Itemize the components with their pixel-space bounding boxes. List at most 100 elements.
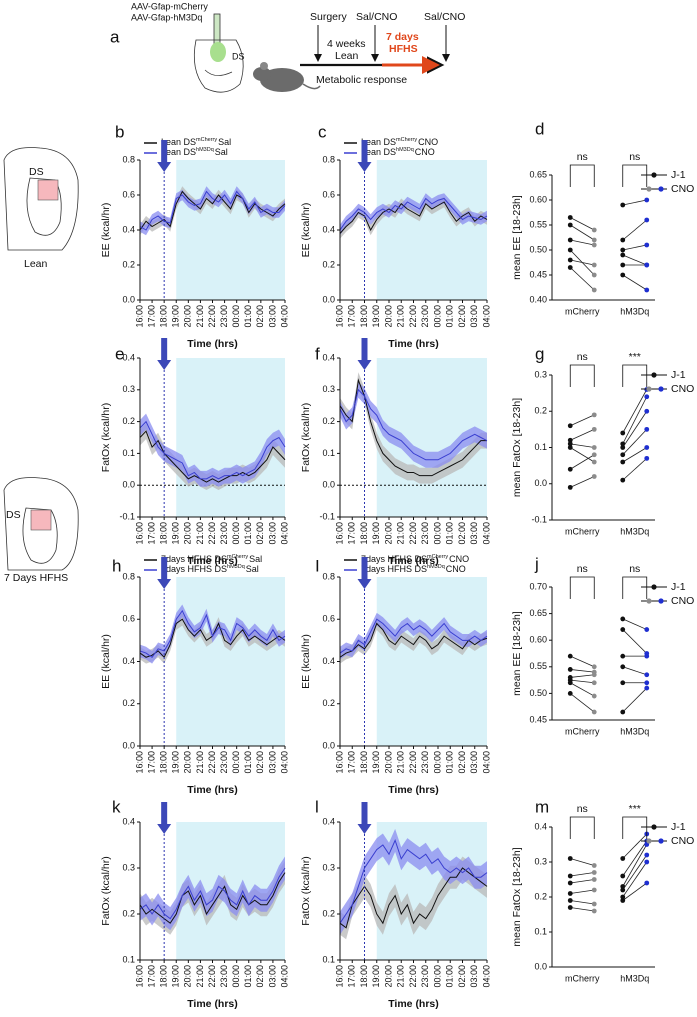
y-tick-label: 0.2 xyxy=(322,908,335,918)
dot xyxy=(620,664,626,670)
panel-label: h xyxy=(112,556,121,575)
dot xyxy=(591,227,597,233)
mean-line xyxy=(139,190,286,231)
x-tick-label: 17:00 xyxy=(347,305,357,328)
y-tick-label: 0.0 xyxy=(322,294,335,304)
y-tick-label: 0.60 xyxy=(529,635,547,645)
pair-line xyxy=(622,274,647,291)
x-tick-label: 23:00 xyxy=(219,305,229,328)
x-tick-label: 02:00 xyxy=(255,305,265,328)
x-tick-label: 23:00 xyxy=(219,965,229,988)
legend-dot xyxy=(651,584,657,590)
x-tick-label: 17:00 xyxy=(347,751,357,774)
x-tick-label: 00:00 xyxy=(231,751,241,774)
panel-label: d xyxy=(535,119,544,138)
legend-dot xyxy=(646,186,652,192)
dot xyxy=(591,237,597,243)
pair-line xyxy=(570,454,595,470)
x-tick-label: 21:00 xyxy=(396,751,406,774)
significance-label: *** xyxy=(629,803,641,815)
y-axis-label: mean EE [18-23h] xyxy=(511,195,523,280)
dot xyxy=(591,242,597,248)
y-tick-label: 0.4 xyxy=(322,816,335,826)
x-tick-label: 18:00 xyxy=(159,751,169,774)
x-tick-label: mCherry xyxy=(565,973,600,983)
x-tick-label: 03:00 xyxy=(469,751,479,774)
readout-label: Metabolic response xyxy=(316,74,407,86)
y-tick-label: 0.40 xyxy=(529,294,547,304)
y-tick-label: 0.2 xyxy=(322,416,335,426)
condition-label: 7 Days HFHS xyxy=(4,572,68,584)
legend-dot xyxy=(658,186,664,192)
x-tick-label: 22:00 xyxy=(207,965,217,988)
dot xyxy=(591,262,597,268)
error-band xyxy=(340,193,487,236)
dot xyxy=(620,616,626,622)
mean-line xyxy=(339,388,488,461)
dot xyxy=(591,908,597,914)
dot xyxy=(644,287,650,293)
y-tick-label: 0.0 xyxy=(122,740,135,750)
y-tick-label: 0.1 xyxy=(322,954,335,964)
significance-label: ns xyxy=(577,151,588,163)
x-tick-label: 17:00 xyxy=(146,305,156,328)
x-tick-label: 01:00 xyxy=(445,965,455,988)
mean-line xyxy=(339,622,488,658)
y-tick-label: 0.2 xyxy=(322,698,335,708)
x-tick-label: 17:00 xyxy=(146,751,156,774)
dot xyxy=(620,272,626,278)
x-tick-label: mCherry xyxy=(565,726,600,736)
dot xyxy=(620,252,626,258)
y-tick-label: 0.65 xyxy=(529,608,547,618)
brain-detail xyxy=(26,177,62,236)
dot xyxy=(591,680,597,686)
x-tick-label: 22:00 xyxy=(207,305,217,328)
dot xyxy=(591,474,597,479)
significance-bracket xyxy=(569,364,595,387)
y-tick-label: 0.55 xyxy=(529,219,547,229)
x-tick-label: hM3Dq xyxy=(620,726,649,736)
pair-line xyxy=(622,854,648,891)
x-tick-label: 03:00 xyxy=(267,965,277,988)
dot xyxy=(620,894,626,900)
y-tick-label: 0.65 xyxy=(529,169,547,179)
pair-line xyxy=(570,443,595,448)
pair-line xyxy=(622,666,647,676)
x-tick-label: 04:00 xyxy=(279,965,289,988)
y-tick-label: 0.2 xyxy=(534,891,547,901)
legend-dot xyxy=(658,386,664,392)
error-band xyxy=(340,381,487,468)
x-axis-label: Time (hrs) xyxy=(388,784,439,796)
y-tick-label: 0.0 xyxy=(534,961,547,971)
mean-line xyxy=(339,618,488,654)
dot xyxy=(591,459,597,465)
x-tick-label: 23:00 xyxy=(420,522,430,545)
y-tick-label: 0.6 xyxy=(322,614,335,624)
pair-line xyxy=(622,244,647,251)
dot xyxy=(591,272,597,278)
x-axis-label: Time (hrs) xyxy=(187,338,238,350)
legend-text: 7days HFHS DS xyxy=(161,554,227,564)
y-tick-label: 0.8 xyxy=(122,154,135,164)
legend-label: Lean DSmCherrySal xyxy=(161,137,231,147)
x-tick-label: 02:00 xyxy=(255,751,265,774)
x-tick-label: 22:00 xyxy=(207,751,217,774)
dot xyxy=(644,262,650,268)
x-tick-label: 21:00 xyxy=(195,751,205,774)
y-tick-label: 0.4 xyxy=(322,352,335,362)
y-tick-label: 0.1 xyxy=(122,448,135,458)
x-tick-label: 21:00 xyxy=(195,965,205,988)
error-band xyxy=(140,413,285,487)
y-tick-label: 0.3 xyxy=(322,862,335,872)
x-tick-label: 17:00 xyxy=(146,965,156,988)
x-axis-label: Time (hrs) xyxy=(388,338,439,350)
dot xyxy=(567,898,573,903)
dot xyxy=(567,466,573,472)
x-axis-label: Time (hrs) xyxy=(388,555,439,567)
legend-text: Lean DS xyxy=(161,137,196,147)
significance-bracket xyxy=(569,576,595,599)
pair-line xyxy=(622,411,648,448)
y-axis-label: mean FatOx [18-23h] xyxy=(511,847,523,946)
x-tick-label: 18:00 xyxy=(159,522,169,545)
